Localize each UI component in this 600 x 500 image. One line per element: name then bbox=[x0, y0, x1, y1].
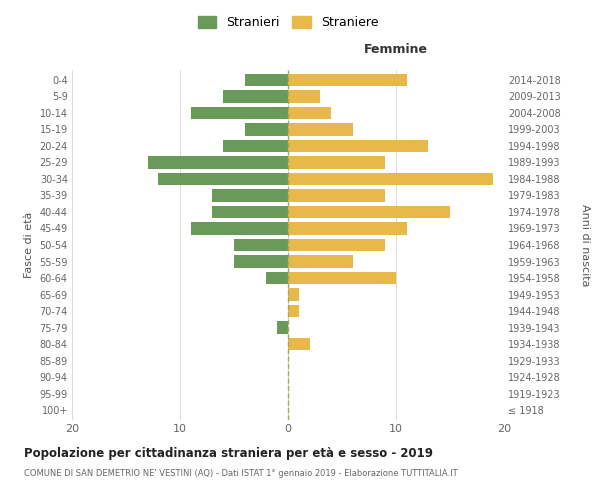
Bar bbox=[288, 74, 407, 86]
Bar bbox=[245, 123, 288, 136]
Bar bbox=[288, 173, 493, 185]
Bar bbox=[288, 156, 385, 168]
Bar bbox=[288, 90, 320, 102]
Bar bbox=[288, 288, 299, 300]
Bar bbox=[191, 106, 288, 119]
Bar bbox=[191, 222, 288, 234]
Bar bbox=[288, 190, 385, 202]
Text: COMUNE DI SAN DEMETRIO NE' VESTINI (AQ) - Dati ISTAT 1° gennaio 2019 - Elaborazi: COMUNE DI SAN DEMETRIO NE' VESTINI (AQ) … bbox=[24, 469, 458, 478]
Bar bbox=[245, 74, 288, 86]
Bar bbox=[288, 256, 353, 268]
Bar bbox=[288, 272, 396, 284]
Text: Popolazione per cittadinanza straniera per età e sesso - 2019: Popolazione per cittadinanza straniera p… bbox=[24, 448, 433, 460]
Bar bbox=[288, 222, 407, 234]
Legend: Stranieri, Straniere: Stranieri, Straniere bbox=[193, 11, 383, 34]
Bar bbox=[223, 90, 288, 102]
Bar bbox=[288, 338, 310, 350]
Bar bbox=[288, 206, 450, 218]
Bar bbox=[148, 156, 288, 168]
Bar bbox=[288, 239, 385, 251]
Bar bbox=[234, 239, 288, 251]
Y-axis label: Fasce di età: Fasce di età bbox=[24, 212, 34, 278]
Bar bbox=[288, 305, 299, 317]
Bar bbox=[212, 206, 288, 218]
Bar bbox=[266, 272, 288, 284]
Bar bbox=[288, 123, 353, 136]
Bar bbox=[288, 140, 428, 152]
Y-axis label: Anni di nascita: Anni di nascita bbox=[580, 204, 590, 286]
Bar bbox=[212, 190, 288, 202]
Bar bbox=[234, 256, 288, 268]
Bar bbox=[288, 106, 331, 119]
Bar bbox=[223, 140, 288, 152]
Bar bbox=[158, 173, 288, 185]
Text: Femmine: Femmine bbox=[364, 43, 428, 56]
Bar bbox=[277, 322, 288, 334]
